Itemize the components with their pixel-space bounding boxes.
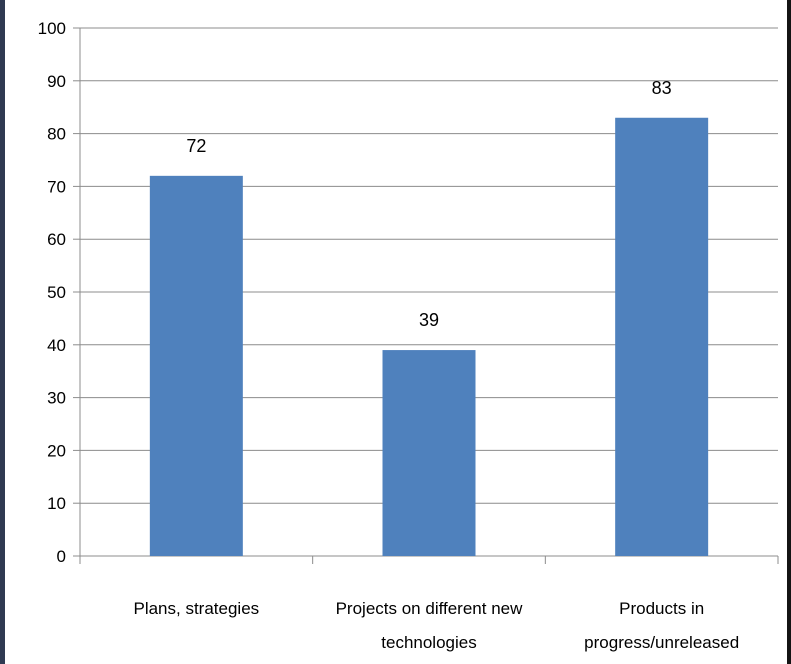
category-labels: Plans, strategies Projects on different n… bbox=[133, 599, 739, 652]
y-tick-label: 70 bbox=[47, 177, 66, 196]
bar bbox=[382, 350, 476, 556]
y-tick-label: 40 bbox=[47, 336, 66, 355]
bar bbox=[149, 175, 243, 556]
y-tick-label: 30 bbox=[47, 389, 66, 408]
x-axis bbox=[79, 555, 779, 564]
bar bbox=[615, 117, 709, 556]
data-labels: 72 39 83 bbox=[186, 78, 671, 330]
y-tick-label: 50 bbox=[47, 283, 66, 302]
y-tick-label: 80 bbox=[47, 125, 66, 144]
y-tick-label: 100 bbox=[38, 19, 66, 38]
right-border bbox=[787, 0, 791, 664]
x-category-label: Projects on different new technologies bbox=[336, 599, 524, 652]
data-label: 72 bbox=[186, 136, 206, 156]
x-category-label: Products in progress/unreleased bbox=[584, 599, 739, 652]
left-border bbox=[0, 0, 5, 664]
y-tick-label: 20 bbox=[47, 441, 66, 460]
y-tick-label: 10 bbox=[47, 494, 66, 513]
y-tick-label: 60 bbox=[47, 230, 66, 249]
y-tick-label: 90 bbox=[47, 72, 66, 91]
y-axis: 0 10 20 30 40 50 60 70 80 90 100 bbox=[38, 19, 81, 566]
data-label: 83 bbox=[652, 78, 672, 98]
data-label: 39 bbox=[419, 310, 439, 330]
bars bbox=[149, 117, 709, 556]
y-tick-label: 0 bbox=[57, 547, 66, 566]
x-category-label: Plans, strategies bbox=[133, 599, 259, 618]
